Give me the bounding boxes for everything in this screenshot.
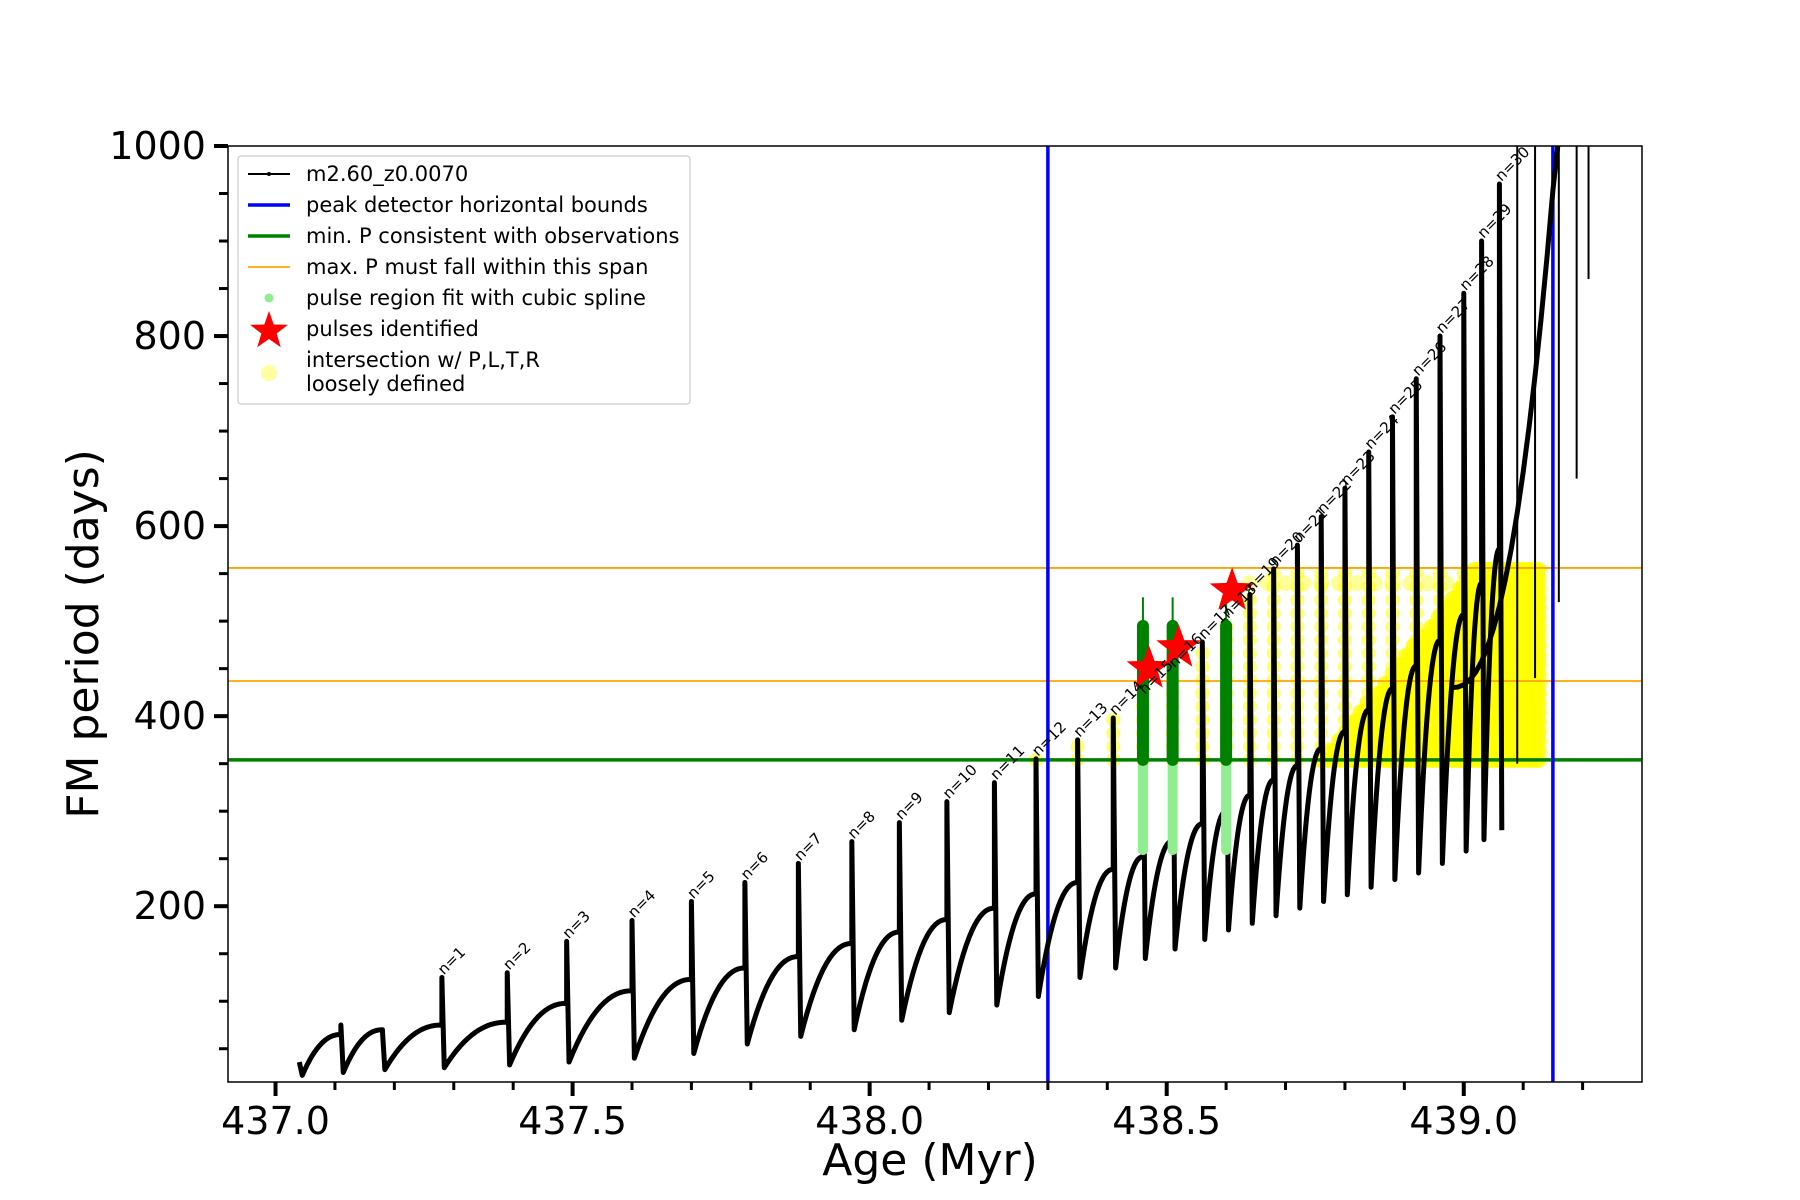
line-layer (228, 146, 1642, 1082)
legend-label: pulse region fit with cubic spline (306, 286, 646, 310)
legend-label: loosely defined (306, 372, 465, 396)
pulse-label: n=4 (624, 886, 659, 921)
intersection-point (1420, 575, 1437, 592)
axes-layer: 437.0 437.5 438.0 438.5 439.0 200 400 600 800 100… (58, 124, 1643, 1186)
pulse-star (1156, 624, 1201, 667)
legend-swatch (261, 365, 277, 381)
pulse-label: n=10 (939, 761, 981, 803)
pulse-label: n=7 (790, 829, 825, 864)
pulse-star (1126, 645, 1172, 688)
pulse-label: n=28 (1456, 252, 1498, 294)
pulse-label: n=26 (1408, 338, 1450, 380)
legend-box (237, 155, 691, 405)
intersection-point (1277, 575, 1294, 592)
legend-swatch (250, 311, 288, 348)
evolution-track-final (1451, 146, 1561, 691)
legend-label: pulses identified (306, 317, 479, 341)
pulse-label: n=11 (987, 742, 1029, 784)
pulse-label: n=1 (434, 943, 469, 978)
legend-label: intersection w/ P,L,T,R (306, 348, 540, 372)
pulse-label: n=29 (1474, 200, 1516, 242)
x-tick-label: 438.5 (1112, 1099, 1221, 1143)
y-tick-label: 1000 (109, 124, 206, 168)
pulse-label: n=6 (737, 848, 772, 883)
marker-layer (1126, 567, 1255, 856)
pulse-label: n=30 (1492, 143, 1534, 185)
y-tick-label: 400 (133, 694, 206, 738)
plot-frame (227, 145, 1643, 1083)
x-tick-label: 438.0 (815, 1099, 924, 1143)
legend-swatch (264, 293, 274, 303)
pulse-label: n=8 (844, 807, 879, 842)
pulse-label: n=5 (684, 867, 719, 902)
y-tick-label: 200 (133, 884, 206, 928)
pulse-label: n=2 (499, 938, 534, 973)
pulse-star (1209, 567, 1255, 610)
legend-label: peak detector horizontal bounds (306, 193, 648, 217)
y-tick-label: 800 (133, 314, 206, 358)
legend-label: max. P must fall within this span (306, 255, 648, 279)
pulse-label: n=3 (559, 907, 594, 942)
x-tick-label: 439.0 (1409, 1099, 1518, 1143)
pulse-label: n=27 (1432, 295, 1474, 337)
y-axis-title: FM period (days) (58, 449, 109, 819)
pulse-label: n=23 (1337, 447, 1379, 489)
pulse-label: n=9 (891, 788, 926, 823)
x-tick-label: 437.0 (221, 1099, 330, 1143)
x-tick-label: 437.5 (518, 1099, 627, 1143)
x-axis-title: Age (Myr) (822, 1135, 1038, 1186)
pulse-label: n=25 (1385, 376, 1427, 418)
legend-label: min. P consistent with observations (306, 224, 679, 248)
evolution-track (296, 181, 1505, 1078)
intersection-point (1348, 575, 1365, 592)
legend-swatch-marker (267, 172, 271, 176)
track-layer (296, 146, 1590, 1078)
legend-label: m2.60_z0.0070 (306, 162, 468, 187)
y-tick-label: 600 (133, 504, 206, 548)
